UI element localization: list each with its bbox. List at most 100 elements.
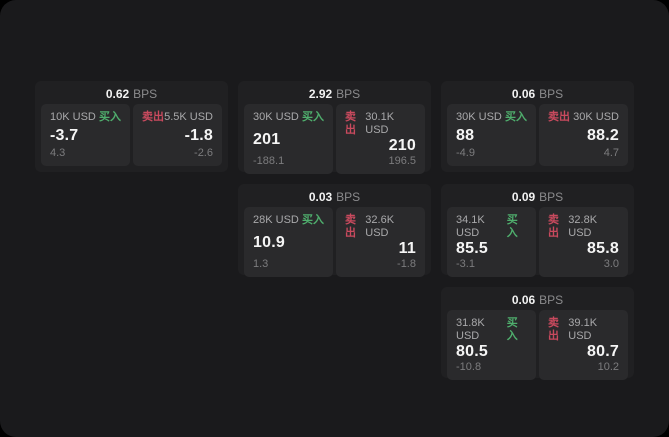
sell-panel[interactable]: 卖出 39.1K USD 80.7 10.2 — [539, 310, 628, 380]
quote-card[interactable]: 0.09 BPS 34.1K USD 买入 85.5 -3.1 卖出 32.8K … — [441, 184, 634, 277]
sell-label: 卖出 — [142, 111, 164, 123]
buy-amount: 10K USD — [50, 111, 96, 123]
buy-price: -3.7 — [50, 126, 79, 144]
buy-sell-panels: 34.1K USD 买入 85.5 -3.1 卖出 32.8K USD 85.8… — [447, 207, 628, 277]
sell-amount: 30K USD — [573, 111, 619, 123]
buy-delta: 1.3 — [253, 258, 269, 270]
bps-header: 0.09 BPS — [447, 188, 628, 207]
buy-delta: -4.9 — [456, 147, 475, 159]
bps-unit-label: BPS — [336, 190, 361, 204]
sell-panel[interactable]: 卖出 30.1K USD 210 196.5 — [336, 104, 425, 174]
sell-panel[interactable]: 卖出 32.6K USD 11 -1.8 — [336, 207, 425, 277]
bps-unit-label: BPS — [539, 293, 564, 307]
buy-panel-header: 30K USD 买入 — [253, 111, 324, 124]
quote-card[interactable]: 0.06 BPS 31.8K USD 买入 80.5 -10.8 卖出 39.1K… — [441, 287, 634, 380]
bps-unit-label: BPS — [539, 87, 564, 101]
sell-label: 卖出 — [548, 111, 570, 123]
sell-panel[interactable]: 卖出 30K USD 88.2 4.7 — [539, 104, 628, 166]
bps-value: 0.62 — [105, 87, 130, 101]
buy-label: 买入 — [505, 111, 527, 123]
buy-delta: -3.1 — [456, 258, 475, 270]
bps-header: 0.03 BPS — [244, 188, 425, 207]
buy-delta: -188.1 — [253, 155, 285, 167]
buy-delta: -10.8 — [456, 361, 482, 373]
buy-panel-header: 34.1K USD 买入 — [456, 214, 527, 240]
quote-card[interactable]: 0.03 BPS 28K USD 买入 10.9 1.3 卖出 32.6K USD… — [238, 184, 431, 277]
bps-value: 2.92 — [308, 87, 333, 101]
buy-panel[interactable]: 10K USD 买入 -3.7 4.3 — [41, 104, 130, 166]
sell-label: 卖出 — [345, 111, 356, 136]
buy-label: 买入 — [506, 317, 518, 342]
sell-price: 88.2 — [587, 126, 619, 144]
buy-panel[interactable]: 28K USD 买入 10.9 1.3 — [244, 207, 333, 277]
bps-header: 0.62 BPS — [41, 85, 222, 104]
bps-unit-label: BPS — [133, 87, 158, 101]
sell-amount: 32.8K USD — [568, 214, 598, 239]
quotes-grid: 0.62 BPS 10K USD 买入 -3.7 4.3 卖出 5.5K USD … — [35, 81, 634, 380]
sell-panel[interactable]: 卖出 5.5K USD -1.8 -2.6 — [133, 104, 222, 166]
sell-label: 卖出 — [548, 214, 559, 239]
bps-unit-label: BPS — [539, 190, 564, 204]
sell-panel-header: 卖出 30K USD — [548, 111, 619, 124]
bps-header: 0.06 BPS — [447, 291, 628, 310]
sell-panel-header: 卖出 32.6K USD — [345, 214, 416, 240]
buy-panel[interactable]: 34.1K USD 买入 85.5 -3.1 — [447, 207, 536, 277]
buy-panel-header: 28K USD 买入 — [253, 214, 324, 227]
buy-amount: 34.1K USD — [456, 214, 485, 239]
bps-value: 0.09 — [511, 190, 536, 204]
sell-price: 80.7 — [587, 343, 619, 360]
sell-delta: -1.8 — [397, 258, 416, 270]
bps-value: 0.03 — [308, 190, 333, 204]
bps-value: 0.06 — [511, 293, 536, 307]
buy-price: 10.9 — [253, 233, 285, 251]
sell-panel-header: 卖出 5.5K USD — [142, 111, 213, 124]
quote-card[interactable]: 0.62 BPS 10K USD 买入 -3.7 4.3 卖出 5.5K USD … — [35, 81, 228, 172]
buy-panel-header: 30K USD 买入 — [456, 111, 527, 124]
sell-delta: 10.2 — [597, 361, 619, 373]
buy-delta: 4.3 — [50, 147, 66, 159]
buy-amount: 31.8K USD — [456, 317, 485, 342]
sell-delta: 4.7 — [603, 147, 619, 159]
buy-panel-header: 10K USD 买入 — [50, 111, 121, 124]
sell-amount: 39.1K USD — [568, 317, 598, 342]
sell-delta: -2.6 — [194, 147, 213, 159]
buy-sell-panels: 31.8K USD 买入 80.5 -10.8 卖出 39.1K USD 80.… — [447, 310, 628, 380]
sell-amount: 5.5K USD — [164, 111, 213, 123]
buy-label: 买入 — [302, 214, 324, 226]
buy-sell-panels: 28K USD 买入 10.9 1.3 卖出 32.6K USD 11 -1.8 — [244, 207, 425, 277]
bps-header: 0.06 BPS — [447, 85, 628, 104]
buy-panel-header: 31.8K USD 买入 — [456, 317, 527, 343]
buy-panel[interactable]: 30K USD 买入 88 -4.9 — [447, 104, 536, 166]
sell-delta: 196.5 — [388, 155, 416, 167]
sell-delta: 3.0 — [603, 258, 619, 270]
bps-unit-label: BPS — [336, 87, 361, 101]
buy-price: 80.5 — [456, 343, 488, 360]
buy-sell-panels: 30K USD 买入 201 -188.1 卖出 30.1K USD 210 1… — [244, 104, 425, 174]
buy-amount: 28K USD — [253, 214, 299, 226]
bps-value: 0.06 — [511, 87, 536, 101]
sell-price: -1.8 — [184, 126, 213, 144]
buy-sell-panels: 30K USD 买入 88 -4.9 卖出 30K USD 88.2 4.7 — [447, 104, 628, 166]
sell-price: 11 — [398, 240, 416, 257]
sell-price: 210 — [388, 137, 416, 154]
buy-sell-panels: 10K USD 买入 -3.7 4.3 卖出 5.5K USD -1.8 -2.… — [41, 104, 222, 166]
sell-label: 卖出 — [548, 317, 559, 342]
sell-panel[interactable]: 卖出 32.8K USD 85.8 3.0 — [539, 207, 628, 277]
buy-amount: 30K USD — [456, 111, 502, 123]
sell-amount: 32.6K USD — [365, 214, 395, 239]
buy-price: 88 — [456, 126, 475, 144]
bps-header: 2.92 BPS — [244, 85, 425, 104]
quote-card[interactable]: 2.92 BPS 30K USD 买入 201 -188.1 卖出 30.1K U… — [238, 81, 431, 174]
sell-amount: 30.1K USD — [365, 111, 395, 136]
buy-panel[interactable]: 30K USD 买入 201 -188.1 — [244, 104, 333, 174]
sell-price: 85.8 — [587, 240, 619, 257]
buy-label: 买入 — [302, 111, 324, 123]
sell-label: 卖出 — [345, 214, 356, 239]
sell-panel-header: 卖出 39.1K USD — [548, 317, 619, 343]
quote-card[interactable]: 0.06 BPS 30K USD 买入 88 -4.9 卖出 30K USD 88… — [441, 81, 634, 172]
buy-amount: 30K USD — [253, 111, 299, 123]
buy-price: 85.5 — [456, 240, 488, 257]
buy-panel[interactable]: 31.8K USD 买入 80.5 -10.8 — [447, 310, 536, 380]
sell-panel-header: 卖出 32.8K USD — [548, 214, 619, 240]
